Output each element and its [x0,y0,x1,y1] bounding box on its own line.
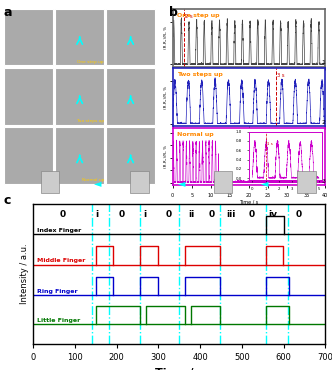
Bar [106,127,155,184]
Text: Two steps up: Two steps up [177,73,223,77]
Text: Index Finger: Index Finger [37,228,81,232]
Y-axis label: (R-R₀)/R₀ %: (R-R₀)/R₀ % [164,85,168,109]
Text: i: i [143,210,147,219]
Text: 0: 0 [166,210,172,219]
Text: Little Finger: Little Finger [37,318,80,323]
Bar [41,171,59,193]
Text: i: i [95,210,98,219]
Text: ◄: ◄ [178,178,185,188]
Text: 2 s: 2 s [185,14,193,19]
Text: Normal up: Normal up [177,132,214,137]
Text: Middle Finger: Middle Finger [37,258,85,263]
Text: iii: iii [226,210,235,219]
Text: c: c [3,194,11,207]
Text: 1: 1 [321,60,325,65]
Bar [4,68,53,125]
Text: ii: ii [188,210,194,219]
Text: 3 s: 3 s [277,73,285,78]
X-axis label: Time / s: Time / s [239,199,259,204]
Text: b: b [169,6,178,18]
Text: a: a [3,6,12,18]
Bar [4,9,53,65]
Bar [297,171,316,193]
Text: iv: iv [269,210,278,219]
Bar [55,127,104,184]
Bar [214,171,232,193]
Y-axis label: (R-R₀)/R₀ %: (R-R₀)/R₀ % [164,26,168,50]
Text: 3: 3 [321,179,325,184]
X-axis label: Time / s: Time / s [155,368,204,370]
Text: One step up: One step up [177,13,220,18]
Text: One step up: One step up [77,60,104,64]
Text: ◄: ◄ [261,178,269,188]
Bar [4,127,53,184]
Bar [55,9,104,65]
Text: Ring Finger: Ring Finger [37,289,77,294]
Text: 0: 0 [119,210,125,219]
Text: 0: 0 [59,210,65,219]
Bar [55,68,104,125]
Y-axis label: Intensity / a.u.: Intensity / a.u. [20,243,29,304]
Bar [130,171,149,193]
Text: Normal up: Normal up [82,178,104,182]
Text: 0: 0 [296,210,302,219]
Text: 2: 2 [321,120,325,125]
Bar [106,68,155,125]
Text: 0: 0 [248,210,255,219]
Text: 0: 0 [209,210,215,219]
Text: Two steps up: Two steps up [76,119,104,123]
Y-axis label: (R-R₀)/R₀ %: (R-R₀)/R₀ % [164,145,168,168]
Bar [106,9,155,65]
Text: ◄: ◄ [94,178,102,188]
